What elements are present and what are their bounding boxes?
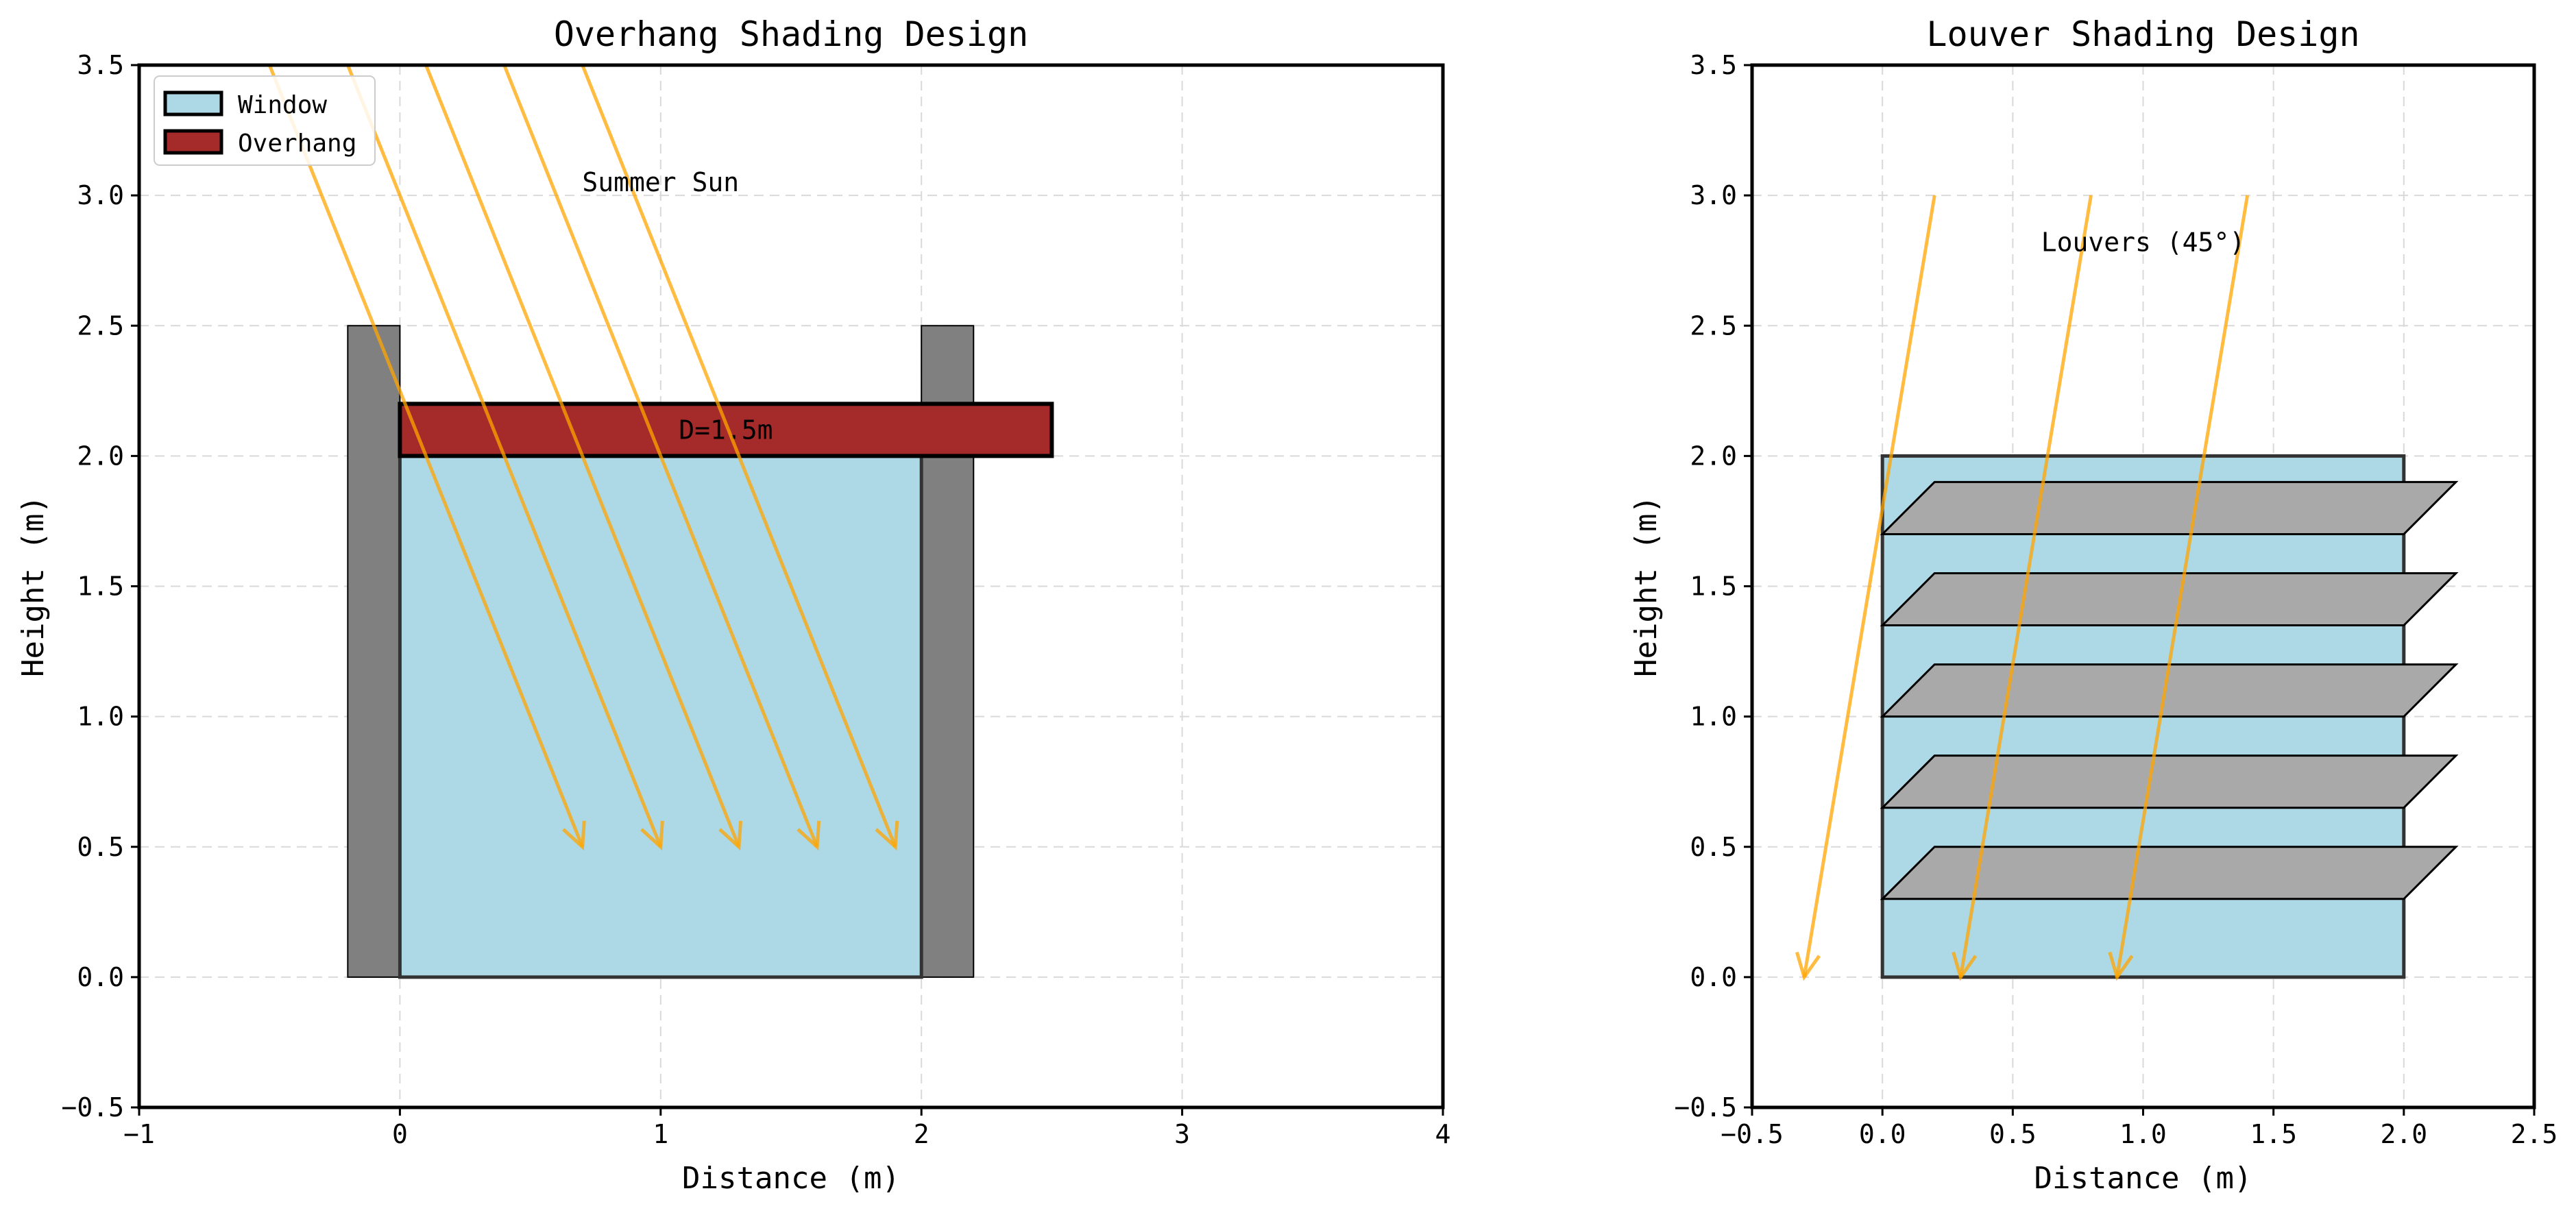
chart-0-legend: Window Overhang [154,75,376,166]
chart-1-louver-slat [1880,754,2459,809]
chart-1-sun-ray [1802,195,1936,978]
chart-1-sun-ray-arrowhead [2108,951,2134,981]
chart-1-y-tick-label: 3.5 [1690,50,1737,80]
louver-chart-panel: Louvers (45°) −0.5 0.0 0.5 1.0 1.5 2.0 2.5 −0.5 0… [1629,14,2557,1196]
chart-0-x-tick-label: 4 [1435,1119,1451,1149]
chart-0-sun-ray-arrowhead [875,820,899,851]
chart-0-x-tick-label: 1 [653,1119,668,1149]
chart-1-sun-ray-arrowhead [1952,951,1978,981]
chart-1-louver-slat [1880,480,2459,535]
chart-0-sun-ray [502,65,819,848]
chart-0-y-tick-label: 3.0 [77,180,124,210]
chart-0-annotation: Summer Sun [582,167,739,197]
chart-1-y-tick-label: 1.5 [1690,572,1737,602]
chart-0-y-tick-label: 2.5 [77,310,124,341]
chart-0-sun-ray [581,65,897,848]
chart-0-x-tick-label: −1 [123,1119,155,1149]
chart-1-annotation: Louvers (45°) [2041,228,2245,258]
chart-1-y-tick-label: 0.5 [1690,832,1737,862]
chart-1-x-tick-label: 2.0 [2381,1119,2428,1149]
chart-0-y-tick-label: −0.5 [61,1092,124,1122]
chart-0-y-axis-label: Height (m) [16,495,51,677]
chart-1-y-axis-label: Height (m) [1629,495,1664,677]
chart-1-x-tick-label: 2.5 [2511,1119,2558,1149]
chart-1-y-tick-label: 2.5 [1690,310,1737,341]
chart-0-sun-ray-arrowhead [797,820,821,851]
chart-1-x-tick-label: 1.0 [2119,1119,2167,1149]
chart-0-sun-ray-arrowhead [561,820,586,851]
chart-0-y-tick-label: 0.0 [77,962,124,992]
chart-0-sun-ray-arrowhead [718,820,743,851]
chart-0-legend-swatch [163,90,223,116]
chart-1-louver-slat [1880,572,2459,627]
chart-0-sun-ray [345,65,663,848]
chart-0-y-tick-label: 0.5 [77,832,124,862]
chart-1-louver-slat [1880,846,2459,900]
chart-0-overhang [398,402,1054,458]
chart-0-y-tick-label: 3.5 [77,50,124,80]
chart-0-y-tick-label: 2.0 [77,441,124,471]
chart-1-sun-ray [2115,195,2250,978]
chart-0-y-tick-label: 1.0 [77,702,124,732]
chart-1-x-tick-label: −0.5 [1721,1119,1784,1149]
chart-0-x-tick-label: 3 [1174,1119,1190,1149]
chart-0-legend-label: Window [238,91,327,119]
chart-0-title: Overhang Shading Design [554,14,1028,54]
chart-1-plot-area: Louvers (45°) [1795,195,2459,981]
chart-0-legend-swatch [163,129,223,155]
chart-1-louver-slat [1880,663,2459,718]
chart-1-y-tick-label: 0.0 [1690,962,1737,992]
chart-1-y-tick-label: 3.0 [1690,180,1737,210]
chart-0-sun-ray [267,65,585,848]
chart-1-x-tick-label: 0.5 [1989,1119,2037,1149]
chart-0-wall [347,325,401,978]
chart-0-legend-label: Overhang [238,130,356,158]
chart-1-x-tick-label: 1.5 [2250,1119,2297,1149]
chart-0-sun-ray-arrowhead [640,820,664,851]
chart-0-y-tick-label: 1.5 [77,572,124,602]
chart-1-title: Louver Shading Design [1926,14,2359,54]
chart-1-sun-ray [1958,195,2093,978]
chart-0-x-tick-label: 0 [392,1119,408,1149]
chart-0-window-pane [398,454,923,979]
chart-0-x-tick-label: 2 [914,1119,929,1149]
chart-1-y-tick-label: 2.0 [1690,441,1737,471]
chart-1-sun-ray-arrowhead [1795,951,1821,981]
chart-1-y-tick-label: 1.0 [1690,702,1737,732]
chart-1-x-tick-label: 0.0 [1859,1119,1906,1149]
chart-1-y-tick-label: −0.5 [1674,1092,1737,1122]
chart-1-x-axis-label: Distance (m) [2034,1161,2252,1196]
chart-0-sun-ray [424,65,741,848]
chart-0-x-axis-label: Distance (m) [682,1161,900,1196]
